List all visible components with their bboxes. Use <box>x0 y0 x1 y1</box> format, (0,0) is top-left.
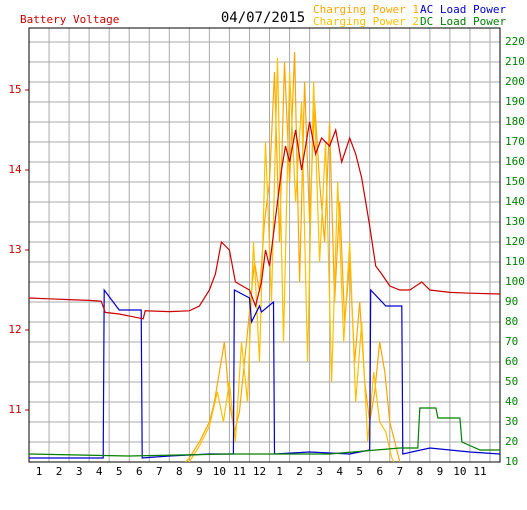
x-tick-label: 12 <box>253 465 266 478</box>
y2-tick-label: 100 <box>505 275 525 288</box>
x-tick-label: 2 <box>56 465 63 478</box>
x-tick-label: 7 <box>156 465 163 478</box>
series-line <box>188 57 395 462</box>
y-tick-label: 13 <box>8 243 21 256</box>
y2-tick-label: 70 <box>505 335 518 348</box>
y2-tick-label: 50 <box>505 375 518 388</box>
series-line <box>29 288 500 459</box>
x-tick-label: 11 <box>473 465 486 478</box>
y2-tick-label: 90 <box>505 295 518 308</box>
legend-label: AC Load Power <box>420 3 506 16</box>
y2-tick-label: 30 <box>505 415 518 428</box>
x-tick-label: 8 <box>417 465 424 478</box>
legend-label: DC Load Power <box>420 15 506 28</box>
legend-label: Battery Voltage <box>20 13 119 26</box>
y-tick-label: 14 <box>8 163 22 176</box>
y2-tick-label: 160 <box>505 155 525 168</box>
y2-tick-label: 20 <box>505 435 518 448</box>
x-tick-label: 8 <box>176 465 183 478</box>
y-tick-label: 12 <box>8 323 21 336</box>
x-tick-label: 4 <box>336 465 343 478</box>
y2-tick-label: 130 <box>505 215 525 228</box>
x-tick-label: 11 <box>233 465 246 478</box>
y2-tick-label: 80 <box>505 315 518 328</box>
chart-title: 04/07/2015 <box>221 10 305 26</box>
x-tick-label: 4 <box>96 465 103 478</box>
x-tick-label: 1 <box>276 465 283 478</box>
x-tick-label: 3 <box>316 465 323 478</box>
y2-tick-label: 10 <box>505 455 518 468</box>
x-tick-label: 1 <box>36 465 43 478</box>
x-tick-label: 5 <box>116 465 123 478</box>
y2-tick-label: 120 <box>505 235 525 248</box>
series-line <box>29 121 500 320</box>
y2-tick-label: 140 <box>505 195 525 208</box>
series-line <box>29 407 500 457</box>
plot-frame <box>28 27 501 463</box>
series-line <box>185 51 401 462</box>
x-tick-label: 5 <box>356 465 363 478</box>
x-tick-label: 10 <box>453 465 466 478</box>
y-tick-label: 15 <box>8 83 21 96</box>
y-tick-label: 11 <box>8 403 21 416</box>
y2-tick-label: 40 <box>505 395 518 408</box>
y2-tick-label: 60 <box>505 355 518 368</box>
x-tick-label: 9 <box>196 465 203 478</box>
y2-tick-label: 180 <box>505 115 525 128</box>
y2-tick-label: 170 <box>505 135 525 148</box>
x-tick-label: 10 <box>213 465 226 478</box>
x-tick-label: 6 <box>376 465 383 478</box>
y2-tick-label: 210 <box>505 55 525 68</box>
y2-tick-label: 190 <box>505 95 525 108</box>
x-tick-label: 7 <box>396 465 403 478</box>
y2-tick-label: 150 <box>505 175 525 188</box>
x-tick-label: 3 <box>76 465 83 478</box>
x-tick-label: 6 <box>136 465 143 478</box>
legend-label: Charging Power 1 <box>313 3 419 16</box>
y2-tick-label: 220 <box>505 35 525 48</box>
plot-area <box>29 51 500 462</box>
x-tick-label: 2 <box>296 465 303 478</box>
y2-tick-label: 200 <box>505 75 525 88</box>
legend-label: Charging Power 2 <box>313 15 419 28</box>
x-tick-label: 9 <box>437 465 444 478</box>
y2-tick-label: 110 <box>505 255 525 268</box>
